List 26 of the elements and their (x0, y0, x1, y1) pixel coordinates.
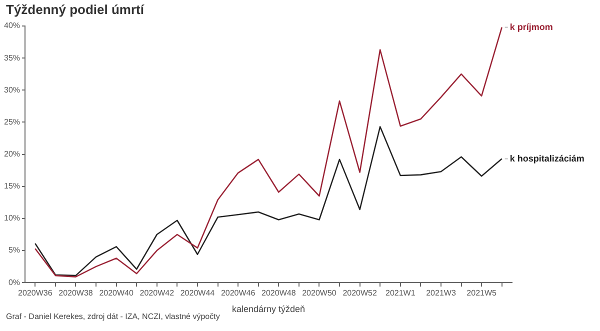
text: Graf - Daniel Kerekes, zdroj dát - IZA, NCZI, vlastné výpočty (6, 312, 220, 321)
y-tick-label: 35% (4, 53, 20, 62)
x-axis-title: kalendárny týždeň (232, 304, 306, 314)
x-tick-label: 2020W44 (180, 288, 216, 298)
x-tick-label: 2020W40 (99, 288, 134, 298)
y-tick-label: 5% (8, 246, 20, 255)
y-tick-label: 15% (4, 182, 20, 191)
y-tick-label: 30% (4, 85, 20, 94)
y-tick-label: 20% (4, 150, 20, 159)
x-tick-label: 2020W36 (18, 288, 53, 298)
x-tick-label: 2020W52 (342, 288, 378, 298)
x-tick-label: 2020W46 (220, 288, 256, 298)
y-tick-label: 40% (4, 21, 20, 30)
y-tick-label: 10% (4, 214, 20, 223)
y-tick-label: 25% (4, 117, 20, 126)
x-tick-label: 2020W48 (262, 288, 296, 298)
chart-title: Týždenný podiel úmrtí (6, 2, 144, 17)
series-label: k príjmom (510, 22, 553, 32)
y-tick-label: 0% (8, 278, 20, 287)
x-tick-label: 2020W50 (302, 288, 337, 298)
series-label: k hospitalizáciám (510, 153, 584, 164)
x-tick-label: 2020W42 (140, 288, 175, 298)
x-tick-label: 2021W1 (386, 288, 416, 298)
x-tick-label: 2021W5 (466, 288, 498, 298)
x-tick-label: 2021W3 (426, 288, 456, 298)
x-tick-label: 2020W38 (58, 288, 94, 298)
